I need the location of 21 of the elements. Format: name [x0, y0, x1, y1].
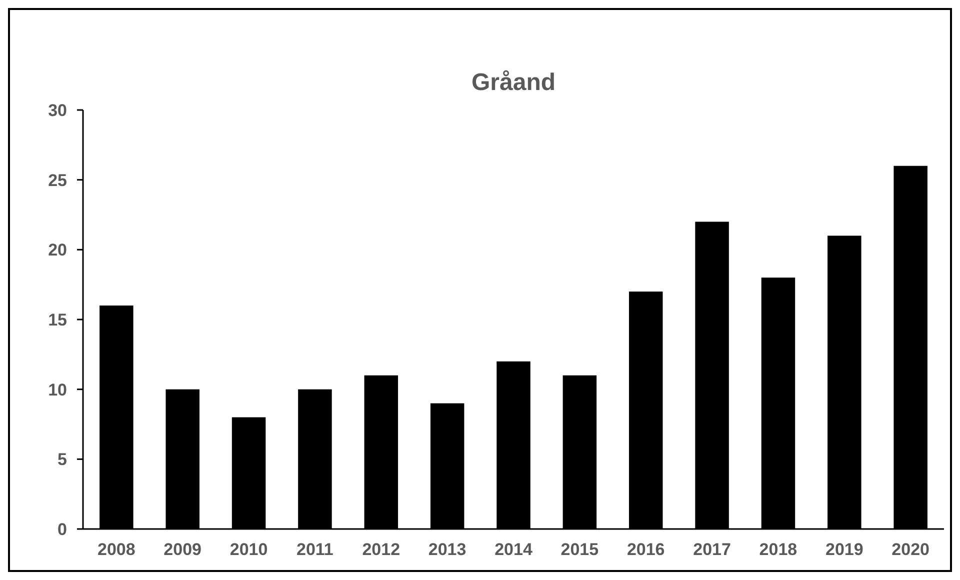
y-tick-label: 30	[48, 100, 67, 120]
chart-title: Gråand	[471, 69, 556, 96]
x-tick-label: 2017	[693, 540, 731, 559]
x-tick-label: 2012	[362, 540, 400, 559]
x-tick-label: 2016	[626, 540, 665, 559]
x-tick-label: 2018	[759, 540, 798, 559]
x-tick-label: 2019	[825, 540, 864, 559]
y-tick-label: 5	[58, 450, 67, 470]
y-tick-label: 25	[48, 170, 67, 190]
x-tick-label: 2011	[296, 540, 334, 559]
x-tick-label: 2013	[428, 540, 466, 559]
x-tick-label: 2020	[892, 540, 930, 559]
y-tick-label: 15	[48, 310, 67, 330]
x-tick-label: 2015	[560, 540, 599, 559]
x-tick-label: 2014	[494, 540, 533, 559]
x-tick-label: 2009	[164, 540, 202, 559]
x-tick-label: 2008	[98, 540, 136, 559]
y-tick-label: 0	[58, 520, 67, 539]
y-tick-label: 20	[48, 240, 67, 260]
x-tick-label: 2010	[230, 540, 268, 559]
y-tick-label: 10	[48, 380, 67, 400]
